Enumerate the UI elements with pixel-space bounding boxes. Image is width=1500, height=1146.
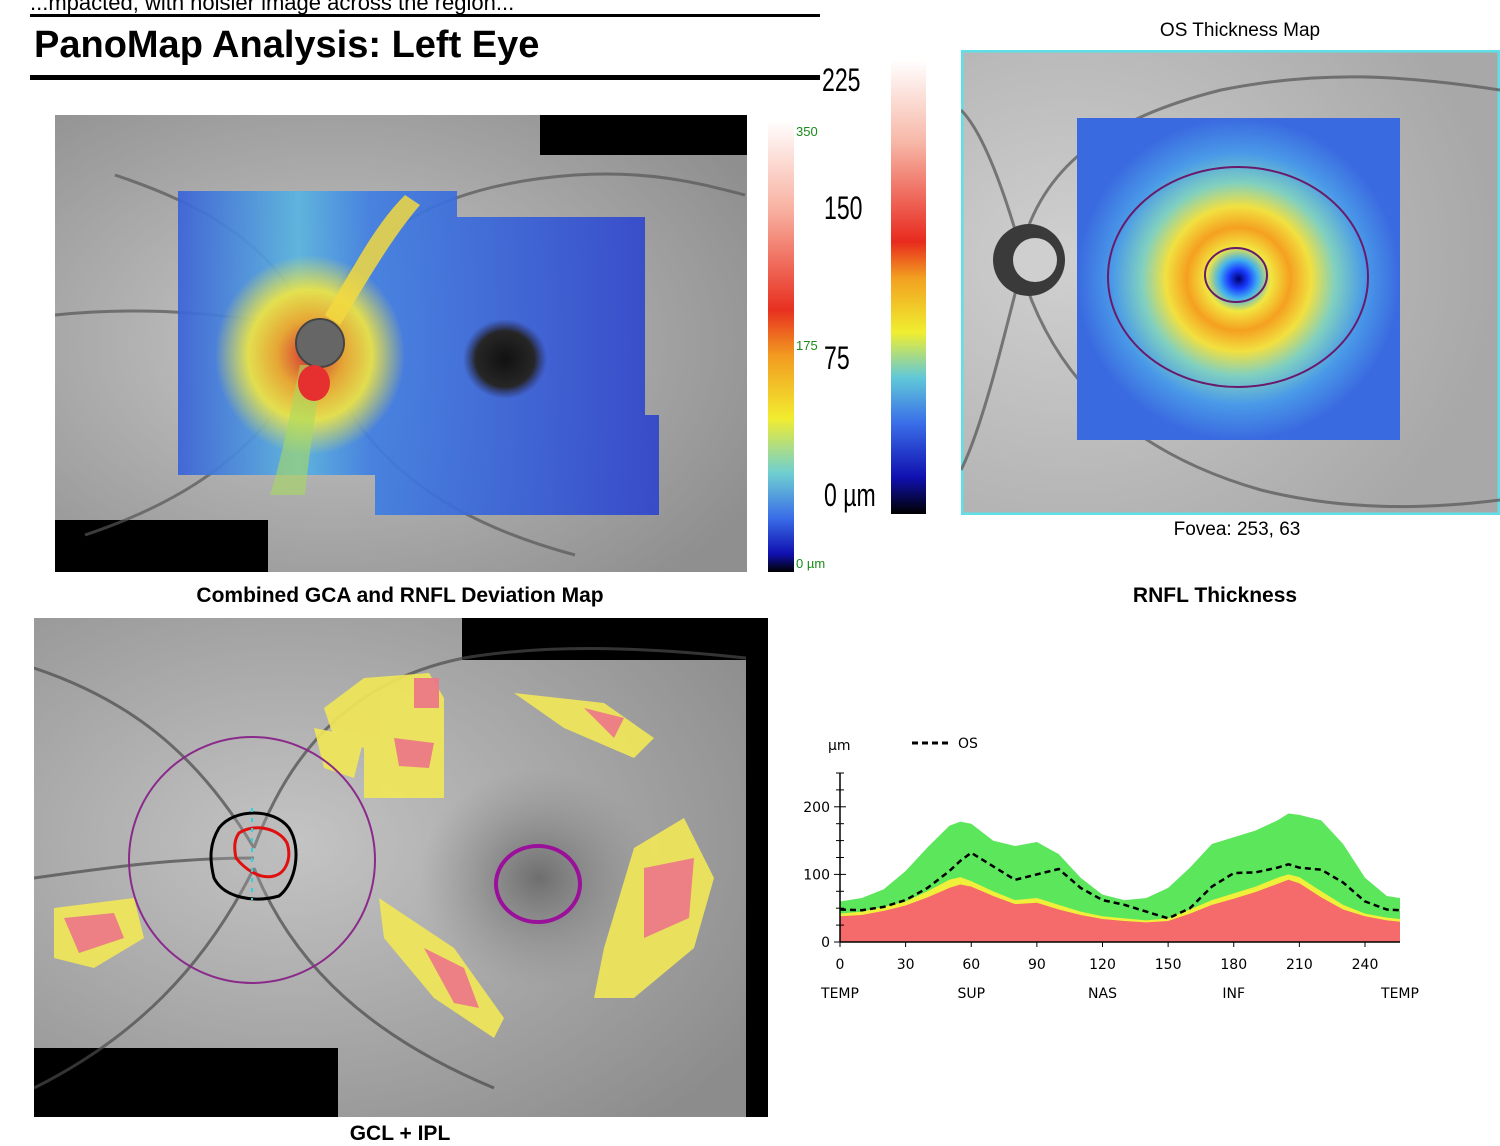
thickness-map-title: OS Thickness Map [1159, 20, 1321, 41]
y-tick-label: 200 [803, 800, 830, 816]
normative-bands [840, 813, 1400, 942]
large-scale-75-label: 75 [824, 340, 850, 376]
small-scale-top-label: 350 [796, 124, 818, 139]
y-unit-label: µm [828, 738, 851, 754]
y-tick-label: 0 [821, 935, 830, 951]
sector-label: SUP [957, 986, 985, 1002]
panomap-image [55, 115, 747, 572]
x-tick-label: 210 [1286, 957, 1313, 973]
thickness-map-image [961, 50, 1500, 515]
large-scale-0-label: 0 µm [824, 477, 876, 513]
x-tick-label: 30 [897, 957, 915, 973]
page-title: PanoMap Analysis: Left Eye [34, 24, 540, 66]
title-rule [30, 75, 820, 80]
sector-label: TEMP [820, 986, 859, 1002]
x-tick-label: 120 [1089, 957, 1116, 973]
rnfl-thickness-chart: 0 30 60 90 120 150 180 210 240 0 100 200 TEMP SUP NAS I… [803, 736, 1419, 1002]
sector-label: INF [1222, 986, 1245, 1002]
x-tick-label: 0 [836, 957, 845, 973]
chart-series [839, 851, 1401, 920]
legend-label-os: OS [958, 736, 978, 752]
band-red [840, 879, 1400, 942]
small-scale-bottom-label: 0 µm [796, 556, 826, 571]
x-tick-label: 150 [1155, 957, 1182, 973]
x-tick-label: 90 [1028, 957, 1046, 973]
chart-labels: 0 30 60 90 120 150 180 210 240 0 100 200 TEMP SUP NAS I… [803, 736, 1419, 1002]
top-rule [30, 14, 820, 17]
small-scale-mid-label: 175 [796, 338, 818, 353]
large-scale-150-label: 150 [824, 190, 863, 226]
rnfl-title: RNFL Thickness [1132, 584, 1298, 607]
x-tick-label: 60 [962, 957, 980, 973]
clipped-header-text: ...mpacted, with noisier image across th… [30, 0, 515, 15]
gcl-ipl-caption: GCL + IPL [349, 1122, 451, 1145]
small-color-scale [768, 120, 794, 572]
x-tick-label: 180 [1220, 957, 1247, 973]
panomap-caption: Combined GCA and RNFL Deviation Map [196, 584, 604, 607]
fovea-label: Fovea: 253, 63 [1173, 519, 1301, 540]
sector-label: NAS [1088, 986, 1117, 1002]
sector-label: TEMP [1380, 986, 1419, 1002]
y-tick-label: 100 [803, 867, 830, 883]
large-color-scale [891, 60, 926, 514]
series-line-os [839, 851, 1401, 920]
large-scale-225-label: 225 [822, 62, 861, 98]
chart-axes [834, 772, 1400, 947]
gcl-ipl-map-image [34, 618, 768, 1117]
x-tick-label: 240 [1352, 957, 1379, 973]
